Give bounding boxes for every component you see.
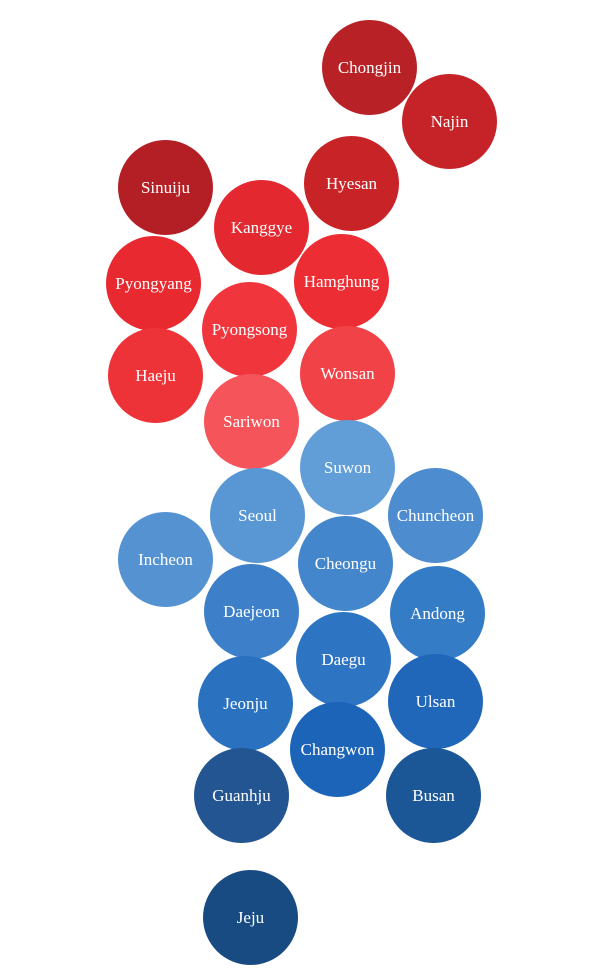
city-label: Incheon: [138, 550, 193, 570]
city-label: Sariwon: [223, 412, 280, 432]
city-node-wonsan: Wonsan: [300, 326, 395, 421]
city-node-sinuiju: Sinuiju: [118, 140, 213, 235]
city-node-chongjin: Chongjin: [322, 20, 417, 115]
city-node-hyesan: Hyesan: [304, 136, 399, 231]
city-node-changwon: Changwon: [290, 702, 385, 797]
city-label: Daegu: [321, 650, 365, 670]
city-node-najin: Najin: [402, 74, 497, 169]
city-label: Chuncheon: [397, 506, 474, 526]
city-label: Jeju: [237, 908, 264, 928]
city-node-pyongsong: Pyongsong: [202, 282, 297, 377]
city-node-chuncheon: Chuncheon: [388, 468, 483, 563]
city-label: Pyongsong: [212, 320, 288, 340]
city-node-daegu: Daegu: [296, 612, 391, 707]
city-label: Ulsan: [416, 692, 456, 712]
city-label: Changwon: [301, 740, 375, 760]
city-node-ulsan: Ulsan: [388, 654, 483, 749]
city-node-kanggye: Kanggye: [214, 180, 309, 275]
city-node-jeju: Jeju: [203, 870, 298, 965]
city-label: Busan: [412, 786, 455, 806]
city-label: Cheongu: [315, 554, 376, 574]
city-label: Chongjin: [338, 58, 401, 78]
city-node-hamghung: Hamghung: [294, 234, 389, 329]
city-node-suwon: Suwon: [300, 420, 395, 515]
city-label: Hyesan: [326, 174, 377, 194]
city-node-andong: Andong: [390, 566, 485, 661]
city-node-busan: Busan: [386, 748, 481, 843]
city-label: Seoul: [238, 506, 277, 526]
city-node-incheon: Incheon: [118, 512, 213, 607]
city-label: Guanhju: [212, 786, 271, 806]
city-node-cheongu: Cheongu: [298, 516, 393, 611]
city-node-pyongyang: Pyongyang: [106, 236, 201, 331]
city-node-sariwon: Sariwon: [204, 374, 299, 469]
city-node-jeonju: Jeonju: [198, 656, 293, 751]
city-label: Sinuiju: [141, 178, 190, 198]
city-label: Suwon: [324, 458, 371, 478]
city-node-daejeon: Daejeon: [204, 564, 299, 659]
city-node-guanhju: Guanhju: [194, 748, 289, 843]
city-label: Najin: [431, 112, 469, 132]
city-label: Daejeon: [223, 602, 280, 622]
city-label: Andong: [410, 604, 465, 624]
city-node-haeju: Haeju: [108, 328, 203, 423]
city-label: Jeonju: [223, 694, 267, 714]
city-label: Pyongyang: [115, 274, 192, 294]
city-node-seoul: Seoul: [210, 468, 305, 563]
city-label: Kanggye: [231, 218, 292, 238]
city-label: Haeju: [135, 366, 176, 386]
city-label: Hamghung: [304, 272, 380, 292]
city-label: Wonsan: [320, 364, 374, 384]
